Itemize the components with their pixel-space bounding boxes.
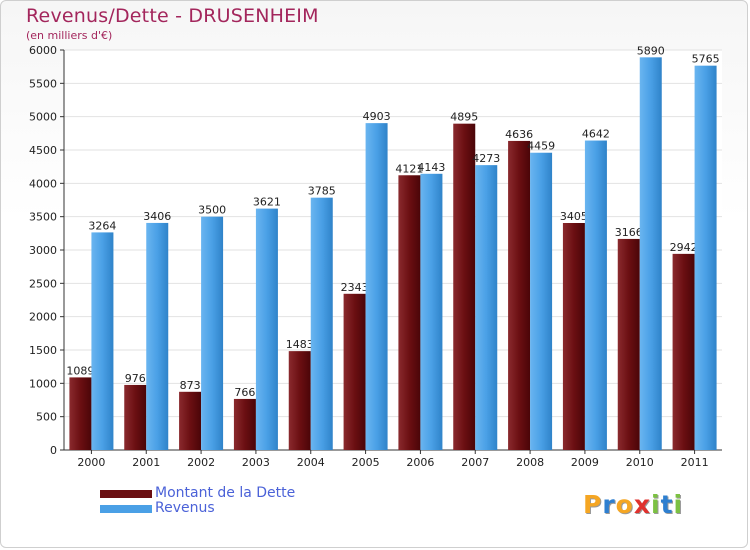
data-label-dette: 766 xyxy=(234,386,255,399)
x-tick-label: 2003 xyxy=(242,456,270,469)
logo-letter: i xyxy=(673,490,684,519)
y-tick-label: 4500 xyxy=(29,144,57,157)
bar-dette xyxy=(672,253,695,450)
x-tick-label: 2004 xyxy=(297,456,325,469)
data-label-dette: 4121 xyxy=(395,162,423,175)
y-tick-label: 1000 xyxy=(29,377,57,390)
y-tick-label: 5000 xyxy=(29,111,57,124)
bar-dette xyxy=(69,377,92,450)
data-label-revenus: 3264 xyxy=(88,219,116,232)
proxiti-logo[interactable]: Proxiti xyxy=(583,490,683,519)
bar-revenus xyxy=(201,216,224,450)
y-tick-label: 0 xyxy=(50,444,57,457)
logo-letter: o xyxy=(615,490,634,519)
data-label-revenus: 4273 xyxy=(472,152,500,165)
legend-swatch-revenus xyxy=(100,505,152,513)
x-tick-label: 2005 xyxy=(352,456,380,469)
x-tick-label: 2011 xyxy=(681,456,709,469)
bar-revenus xyxy=(420,173,443,451)
logo-letter: x xyxy=(633,490,651,519)
data-label-revenus: 5890 xyxy=(637,44,665,57)
data-label-dette: 3166 xyxy=(615,226,643,239)
data-label-dette: 1483 xyxy=(286,338,314,351)
data-label-revenus: 3785 xyxy=(308,185,336,198)
y-tick-label: 500 xyxy=(36,411,57,424)
data-label-dette: 2343 xyxy=(341,281,369,294)
data-label-dette: 3405 xyxy=(560,210,588,223)
data-label-revenus: 4459 xyxy=(527,140,555,153)
y-tick-label: 1500 xyxy=(29,344,57,357)
bar-dette xyxy=(453,123,476,451)
data-label-dette: 976 xyxy=(125,372,146,385)
bar-revenus xyxy=(694,65,717,451)
bar-dette xyxy=(398,175,421,450)
data-label-revenus: 4903 xyxy=(363,110,391,123)
bar-revenus xyxy=(91,232,114,450)
y-tick-label: 2500 xyxy=(29,277,57,290)
bar-revenus xyxy=(530,152,553,450)
bar-revenus xyxy=(365,123,388,450)
x-tick-label: 2007 xyxy=(461,456,489,469)
bar-revenus xyxy=(639,57,662,450)
data-label-dette: 873 xyxy=(180,379,201,392)
chart-subtitle: (en milliers d'€) xyxy=(26,29,113,42)
logo-letter: r xyxy=(602,490,616,519)
legend-swatch-dette xyxy=(100,490,152,498)
bar-dette xyxy=(233,398,256,450)
logo-letter: i xyxy=(651,490,661,519)
data-label-revenus: 5765 xyxy=(692,53,720,66)
y-tick-label: 3000 xyxy=(29,244,57,257)
x-tick-label: 2000 xyxy=(77,456,105,469)
x-tick-label: 2009 xyxy=(571,456,599,469)
y-tick-label: 2000 xyxy=(29,311,57,324)
bar-revenus xyxy=(146,222,169,450)
legend-label-revenus: Revenus xyxy=(155,500,215,516)
bar-dette xyxy=(617,238,640,450)
data-label-dette: 1089 xyxy=(66,364,94,377)
x-tick-label: 2006 xyxy=(406,456,434,469)
chart-title: Revenus/Dette - DRUSENHEIM xyxy=(26,5,319,27)
bar-dette xyxy=(562,223,585,450)
data-label-dette: 4895 xyxy=(450,111,478,124)
logo-letter: t xyxy=(660,490,674,519)
logo-letter: P xyxy=(583,490,603,519)
x-tick-label: 2001 xyxy=(132,456,160,469)
y-tick-label: 6000 xyxy=(29,44,57,57)
bar-dette xyxy=(508,140,531,450)
data-label-revenus: 4143 xyxy=(417,161,445,174)
bar-revenus xyxy=(475,165,498,450)
legend-label-dette: Montant de la Dette xyxy=(155,485,296,501)
bar-revenus xyxy=(310,197,333,450)
y-tick-label: 4000 xyxy=(29,177,57,190)
bar-revenus xyxy=(584,140,607,451)
y-tick-label: 3500 xyxy=(29,211,57,224)
x-tick-label: 2010 xyxy=(626,456,654,469)
bar-dette xyxy=(288,351,311,450)
data-label-dette: 2942 xyxy=(670,241,698,254)
bar-dette xyxy=(343,293,366,450)
x-tick-label: 2008 xyxy=(516,456,544,469)
bar-dette xyxy=(124,384,147,450)
data-label-revenus: 3500 xyxy=(198,204,226,217)
data-label-revenus: 4642 xyxy=(582,128,610,141)
data-label-dette: 4636 xyxy=(505,128,533,141)
bar-dette xyxy=(179,391,202,450)
x-tick-label: 2002 xyxy=(187,456,215,469)
bar-revenus xyxy=(255,208,278,450)
data-label-revenus: 3406 xyxy=(143,210,171,223)
y-tick-label: 5500 xyxy=(29,77,57,90)
data-label-revenus: 3621 xyxy=(253,196,281,209)
